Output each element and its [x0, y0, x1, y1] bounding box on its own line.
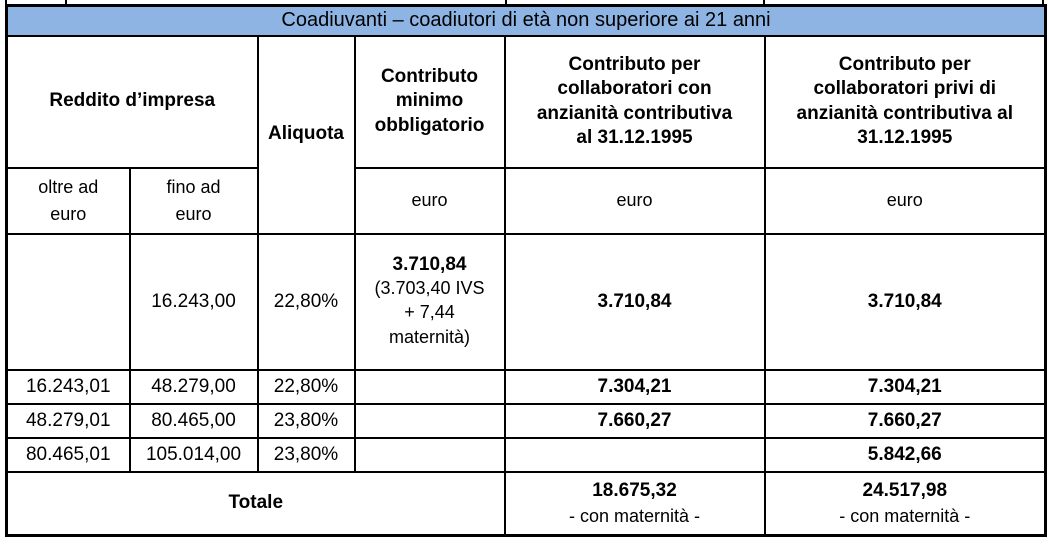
header-contributo-privi-anzianita: Contributo per collaboratori privi di an… — [763, 34, 1047, 169]
cell-fino: 105.014,00 — [128, 436, 259, 473]
cell-contributo-minimo — [353, 436, 506, 473]
table-row: 16.243,01 48.279,00 22,80% 7.304,21 7.30… — [5, 368, 1047, 405]
cell-contributo-minimo — [353, 402, 506, 439]
header-reddito-impresa: Reddito d’impresa — [5, 34, 259, 169]
header-contributo-con-anzianita: Contributo per collaboratori con anziani… — [503, 34, 766, 169]
subheader-euro-minimo: euro — [353, 166, 506, 235]
cell-oltre: 16.243,01 — [5, 368, 131, 405]
cell-contributo-con: 7.660,27 — [503, 402, 766, 439]
subheader-fino-ad-euro: fino ad euro — [128, 166, 259, 235]
cell-contributo-con: 7.304,21 — [503, 368, 766, 405]
header-aliquota: Aliquota — [256, 34, 356, 235]
table-title: Coadiuvanti – coadiutori di età non supe… — [5, 4, 1047, 37]
table-row: 16.243,00 22,80% 3.710,84 (3.703,40 IVS … — [5, 232, 1047, 371]
cell-contributo-con: 3.710,84 — [503, 232, 766, 371]
table-row: 48.279,01 80.465,00 23,80% 7.660,27 7.66… — [5, 402, 1047, 439]
cell-oltre — [5, 232, 131, 371]
totale-label: Totale — [5, 470, 506, 537]
totale-con: 18.675,32 - con maternità - — [503, 470, 766, 537]
header-contributo-minimo: Contributo minimo obbligatorio — [353, 34, 506, 169]
cell-contributo-privi: 7.304,21 — [763, 368, 1047, 405]
cell-oltre: 80.465,01 — [5, 436, 131, 473]
cell-contributo-con — [503, 436, 766, 473]
cell-contributo-minimo — [353, 368, 506, 405]
minimo-breakdown: (3.703,40 IVS + 7,44 maternità) — [374, 278, 485, 347]
cell-fino: 48.279,00 — [128, 368, 259, 405]
sliver-divider — [505, 0, 507, 4]
cell-contributo-privi: 3.710,84 — [763, 232, 1047, 371]
sliver-divider — [65, 0, 67, 4]
cell-aliquota: 22,80% — [256, 232, 356, 371]
cell-aliquota: 23,80% — [256, 402, 356, 439]
cell-fino: 16.243,00 — [128, 232, 259, 371]
sliver-divider — [763, 0, 765, 4]
subheader-oltre-ad-euro: oltre ad euro — [5, 166, 131, 235]
totale-privi-value: 24.517,98 — [862, 479, 948, 501]
totale-row: Totale 18.675,32 - con maternità - 24.51… — [5, 470, 1047, 537]
subheader-euro-con: euro — [503, 166, 766, 235]
cell-fino: 80.465,00 — [128, 402, 259, 439]
subheader-euro-privi: euro — [763, 166, 1047, 235]
cell-aliquota: 23,80% — [256, 436, 356, 473]
minimo-value: 3.710,84 — [392, 254, 467, 276]
contribution-table: Coadiuvanti – coadiutori di età non supe… — [5, 4, 1048, 537]
totale-privi-note: - con maternità - — [839, 505, 971, 526]
totale-con-note: - con maternità - — [568, 505, 701, 526]
totale-con-value: 18.675,32 — [592, 479, 677, 501]
page: Coadiuvanti – coadiutori di età non supe… — [5, 0, 1048, 537]
cell-oltre: 48.279,01 — [5, 402, 131, 439]
cell-contributo-privi: 5.842,66 — [763, 436, 1047, 473]
totale-privi: 24.517,98 - con maternità - — [763, 470, 1047, 537]
cell-contributo-privi: 7.660,27 — [763, 402, 1047, 439]
cell-contributo-minimo: 3.710,84 (3.703,40 IVS + 7,44 maternità) — [353, 232, 506, 371]
cell-aliquota: 22,80% — [256, 368, 356, 405]
table-row: 80.465,01 105.014,00 23,80% 5.842,66 — [5, 436, 1047, 473]
previous-table-bottom-sliver — [5, 0, 1044, 4]
